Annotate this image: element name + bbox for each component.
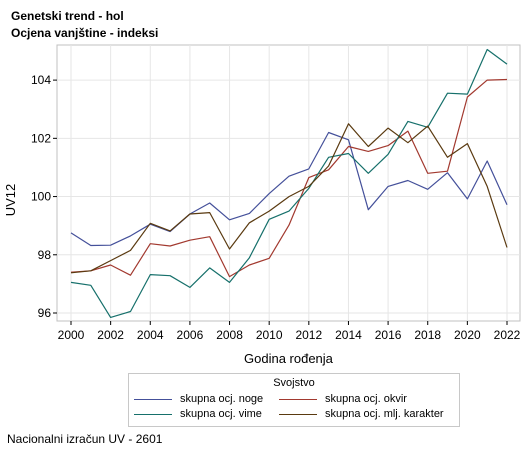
x-tick-label: 2022 (494, 328, 521, 342)
x-tick-label: 2016 (375, 328, 402, 342)
x-axis: 2000 2002 2004 2006 2008 2010 2012 2014 2016 2018… (58, 321, 521, 342)
footnote: Nacionalni izračun UV - 2601 (7, 432, 163, 446)
legend-label-karakter: skupna ocj. mlj. karakter (325, 408, 444, 420)
x-tick-label: 2014 (335, 328, 362, 342)
legend-swatch-karakter (279, 413, 317, 415)
chart-subtitle: Ocjena vanjštine - indeksi (11, 26, 159, 40)
legend-label-okvir: skupna ocj. okvir (325, 393, 407, 405)
y-tick-label: 102 (31, 131, 51, 145)
series-line-okvir (70, 78, 508, 278)
legend-swatch-vime (134, 413, 172, 415)
x-tick-label: 2002 (97, 328, 124, 342)
plot-area (56, 44, 521, 322)
legend-item-karakter: skupna ocj. mlj. karakter (279, 408, 444, 420)
legend-item-noge: skupna ocj. noge (134, 393, 263, 405)
x-tick-label: 2018 (414, 328, 441, 342)
x-tick-label: 2010 (256, 328, 283, 342)
legend-item-vime: skupna ocj. vime (134, 408, 262, 420)
y-tick-label: 100 (31, 190, 51, 204)
legend-title: Svojstvo (273, 377, 315, 389)
legend-swatch-noge (134, 398, 172, 400)
x-tick-label: 2012 (295, 328, 322, 342)
series-line-vime (70, 48, 508, 318)
y-tick-label: 98 (38, 248, 52, 262)
legend-item-okvir: skupna ocj. okvir (279, 393, 407, 405)
x-tick-label: 2008 (216, 328, 243, 342)
x-axis-label: Godina rođenja (244, 351, 333, 366)
grid-lines (57, 45, 520, 321)
legend: Svojstvo skupna ocj. noge skupna ocj. vi… (128, 373, 460, 427)
series-lines (70, 48, 508, 318)
legend-label-noge: skupna ocj. noge (180, 393, 264, 405)
y-axis-label: UV12 (3, 183, 18, 217)
legend-swatch-okvir (279, 398, 317, 400)
series-line-karakter (70, 123, 508, 274)
chart-title: Genetski trend - hol (11, 9, 124, 23)
x-tick-label: 2020 (454, 328, 481, 342)
x-tick-label: 2004 (137, 328, 164, 342)
y-axis: 96 98 100 102 104 (31, 73, 57, 320)
x-tick-label: 2006 (177, 328, 204, 342)
y-tick-label: 104 (31, 73, 51, 87)
legend-label-vime: skupna ocj. vime (180, 408, 262, 420)
series-line-noge (70, 131, 508, 247)
y-tick-label: 96 (38, 306, 52, 320)
x-tick-label: 2000 (58, 328, 85, 342)
